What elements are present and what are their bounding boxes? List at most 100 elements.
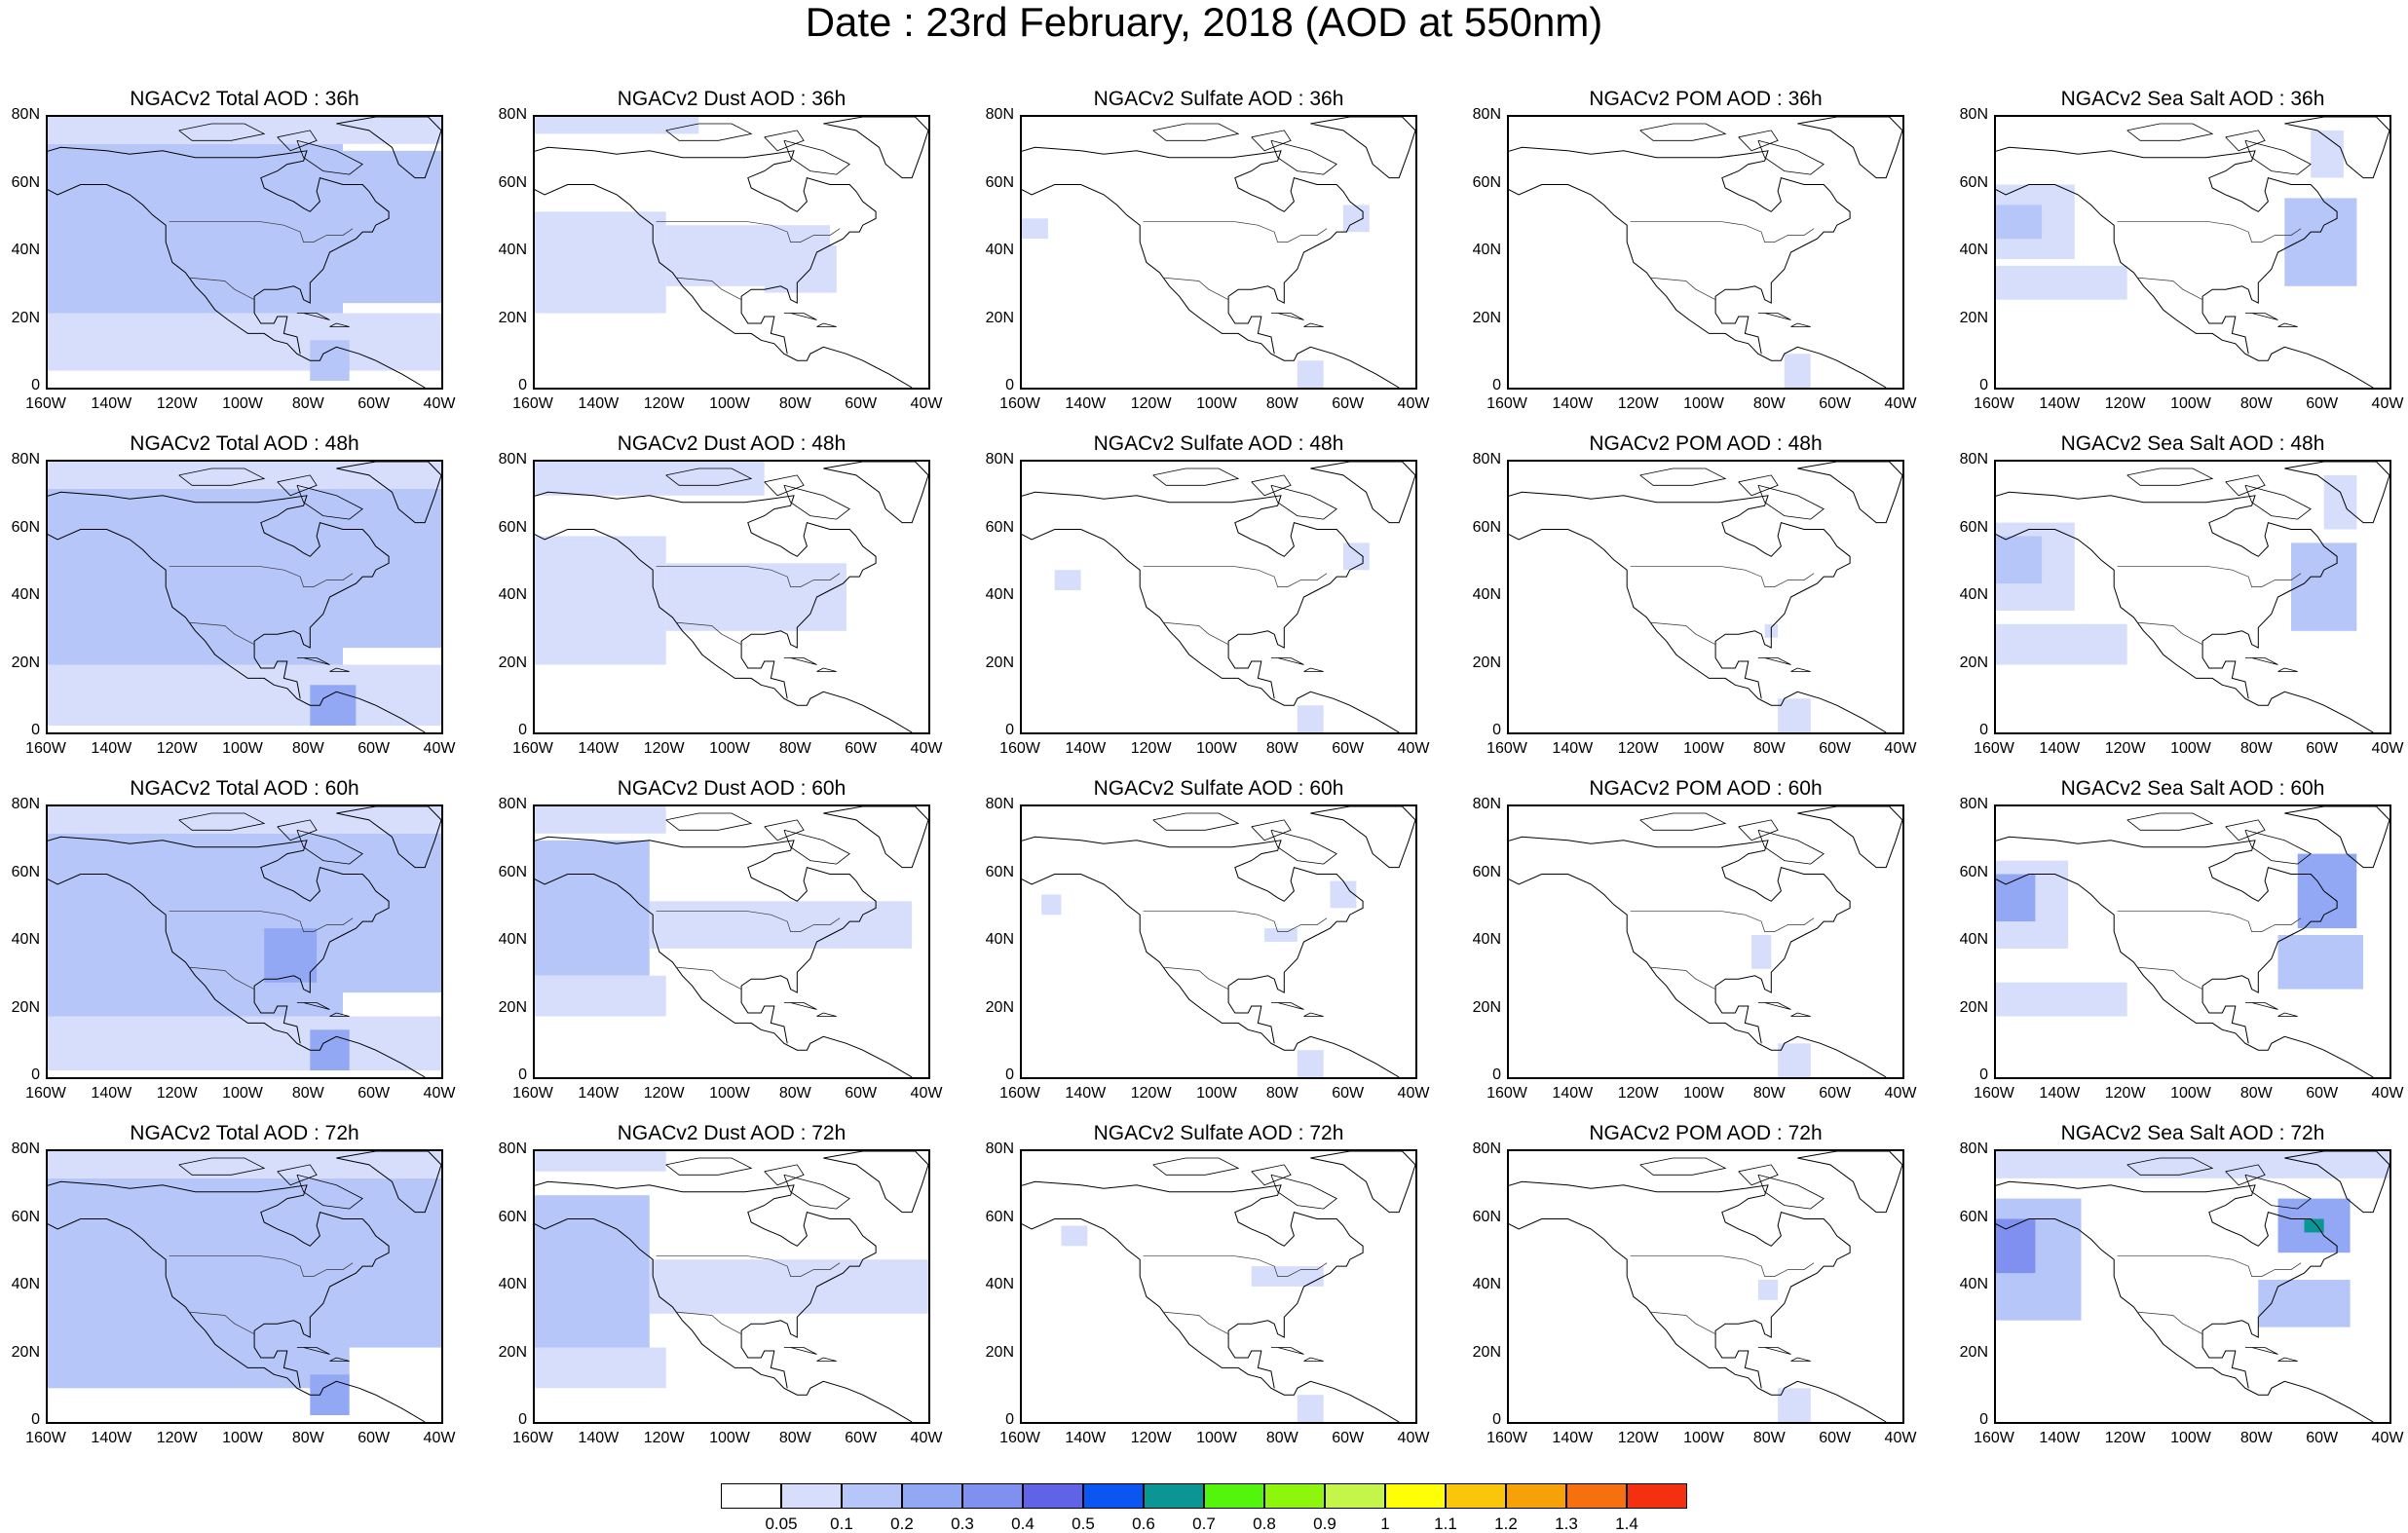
panel-title: NGACv2 POM AOD : 72h xyxy=(1589,1122,1823,1144)
longitude-tick-label: 120W xyxy=(643,740,685,757)
colorbar-label: 0.6 xyxy=(1132,1514,1155,1533)
longitude-tick-label: 100W xyxy=(222,395,263,412)
longitude-tick-label: 60W xyxy=(1332,740,1365,757)
aod-field-cell xyxy=(1996,874,2036,922)
us-mexico-border xyxy=(1162,277,1229,301)
longitude-tick-label: 80W xyxy=(778,740,811,757)
colorbar-label: 1.1 xyxy=(1434,1514,1457,1533)
longitude-tick-label: 40W xyxy=(423,1085,456,1102)
colorbar-swatch xyxy=(902,1483,962,1509)
coastline-island xyxy=(2126,467,2214,486)
latitude-tick-label: 40N xyxy=(1959,586,1988,603)
map-panel xyxy=(1994,115,2391,390)
coastline-island xyxy=(1270,829,1337,865)
latitude-tick-label: 80N xyxy=(1959,1140,1988,1157)
aod-field-cell xyxy=(48,313,441,371)
us-mexico-border xyxy=(1162,621,1229,646)
longitude-tick-label: 60W xyxy=(357,740,391,757)
aod-field-cell xyxy=(649,1259,928,1314)
latitude-tick-label: 0 xyxy=(1492,377,1501,393)
longitude-tick-label: 160W xyxy=(25,1085,66,1102)
coastline-island xyxy=(296,1174,363,1210)
aod-field-cell xyxy=(48,833,343,1017)
longitude-tick-label: 40W xyxy=(910,1430,943,1446)
map-canvas xyxy=(535,462,928,732)
longitude-tick-label: 140W xyxy=(2039,395,2081,412)
longitude-tick-label: 60W xyxy=(357,1430,391,1446)
aod-field-cell xyxy=(813,570,847,597)
longitude-tick-label: 80W xyxy=(291,395,324,412)
latitude-tick-label: 80N xyxy=(1472,796,1501,812)
coastline-greenland xyxy=(823,806,928,869)
us-mexico-border xyxy=(675,621,742,646)
us-mexico-border xyxy=(2136,277,2203,301)
longitude-tick-label: 140W xyxy=(1065,1430,1107,1446)
longitude-tick-label: 100W xyxy=(1196,1430,1237,1446)
coastline-greenland xyxy=(1797,1151,1902,1214)
panel-title: NGACv2 Dust AOD : 60h xyxy=(617,777,847,800)
aod-field-cell xyxy=(535,975,666,1017)
colorbar-label: 0.1 xyxy=(830,1514,853,1533)
coastline-greenland xyxy=(336,1151,441,1214)
coastline-island xyxy=(1738,474,1779,497)
longitude-tick-label: 100W xyxy=(2170,1430,2211,1446)
longitude-tick-label: 120W xyxy=(2104,395,2146,412)
latitude-tick-label: 0 xyxy=(31,377,40,393)
colorbar-swatch xyxy=(842,1483,902,1509)
latitude-tick-label: 80N xyxy=(1959,796,1988,812)
colorbar-swatch xyxy=(1325,1483,1385,1509)
longitude-tick-label: 80W xyxy=(291,740,324,757)
us-canada-border xyxy=(1630,1255,1815,1277)
colorbar-swatch xyxy=(1446,1483,1506,1509)
longitude-tick-label: 60W xyxy=(2306,395,2339,412)
aod-field-cell xyxy=(764,245,837,293)
map-canvas xyxy=(1022,806,1415,1077)
longitude-tick-label: 100W xyxy=(222,1085,263,1102)
colorbar-label: 0.3 xyxy=(951,1514,974,1533)
aod-field-cell xyxy=(48,488,343,665)
longitude-tick-label: 140W xyxy=(91,740,132,757)
aod-field-cell xyxy=(1297,705,1324,732)
coastline-greenland xyxy=(1310,117,1415,179)
longitude-tick-label: 60W xyxy=(845,395,878,412)
coastline-island xyxy=(665,1157,753,1176)
aod-field-cell xyxy=(1996,982,2127,1017)
longitude-tick-label: 160W xyxy=(1974,395,2014,412)
panel-title: NGACv2 Sea Salt AOD : 48h xyxy=(2060,432,2325,455)
latitude-tick-label: 60N xyxy=(1472,173,1501,191)
coastline-island xyxy=(178,812,266,831)
coastline-island xyxy=(783,1347,817,1355)
latitude-tick-label: 40N xyxy=(985,1276,1014,1292)
aod-field-cell xyxy=(1054,570,1081,590)
coastline-island xyxy=(1790,322,1811,327)
coastline-greenland xyxy=(1797,462,1902,524)
coastline-greenland xyxy=(823,1151,928,1214)
longitude-tick-label: 100W xyxy=(1683,395,1724,412)
latitude-tick-label: 0 xyxy=(518,722,527,738)
coastline-island xyxy=(329,667,350,672)
longitude-tick-label: 140W xyxy=(1065,395,1107,412)
longitude-tick-label: 80W xyxy=(1265,1430,1298,1446)
coastline-east xyxy=(535,146,877,355)
coastline-island xyxy=(2126,123,2214,141)
coastline-west xyxy=(1022,1218,1400,1422)
latitude-tick-label: 60N xyxy=(11,1208,40,1225)
longitude-tick-label: 140W xyxy=(1065,1085,1107,1102)
coastline-island xyxy=(1639,123,1727,141)
coastline-island xyxy=(2244,484,2312,520)
longitude-tick-label: 40W xyxy=(1884,1085,1917,1102)
longitude-tick-label: 100W xyxy=(222,1430,263,1446)
latitude-tick-label: 0 xyxy=(518,1411,527,1428)
latitude-tick-label: 40N xyxy=(985,931,1014,948)
us-canada-border xyxy=(1630,911,1815,932)
latitude-tick-label: 80N xyxy=(1959,106,1988,123)
longitude-tick-label: 120W xyxy=(643,1430,685,1446)
coastline-island xyxy=(2225,1164,2266,1186)
panel-title: NGACv2 Sea Salt AOD : 60h xyxy=(2060,777,2325,800)
longitude-tick-label: 140W xyxy=(1552,1085,1594,1102)
longitude-tick-label: 60W xyxy=(845,1085,878,1102)
aod-field-cell xyxy=(535,462,765,496)
us-mexico-border xyxy=(188,1311,255,1335)
us-canada-border xyxy=(169,566,354,587)
coastline-east xyxy=(48,491,390,699)
